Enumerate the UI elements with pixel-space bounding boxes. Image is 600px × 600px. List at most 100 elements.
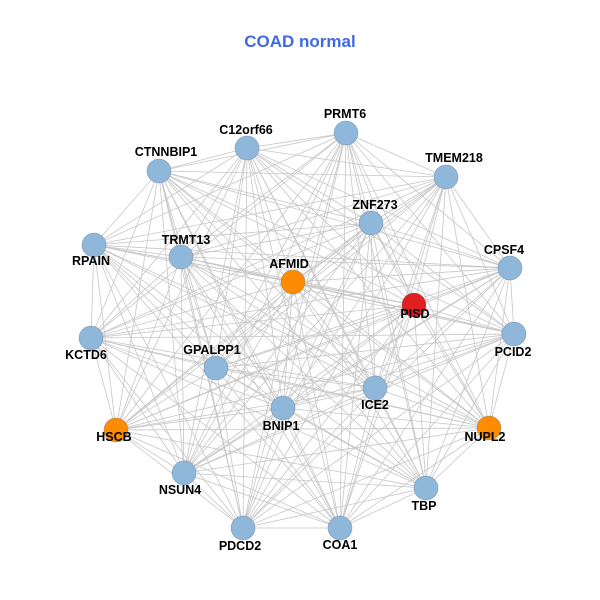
edge-line (93, 244, 217, 369)
network-node-BNIP1 (270, 395, 296, 421)
network-node-RPAIN (81, 232, 107, 258)
edge-line (370, 222, 511, 269)
edge-line (292, 222, 372, 283)
edge-line (374, 387, 427, 489)
edge-line (90, 256, 182, 339)
edge-line (90, 337, 117, 431)
edge-line (282, 222, 372, 409)
edge-line (345, 132, 372, 224)
edge-line (158, 170, 447, 178)
network-node-NUPL2 (476, 415, 502, 441)
edge-line (180, 256, 185, 474)
edge-line (183, 147, 248, 474)
edge-line (339, 333, 515, 529)
edge-line (115, 367, 217, 431)
node-label-TRMT13: TRMT13 (162, 233, 211, 247)
edge-line (413, 304, 427, 489)
edge-line (215, 281, 294, 369)
edge-line (345, 132, 490, 429)
edge-line (90, 337, 284, 409)
edge-line (180, 256, 427, 489)
edge-line (183, 132, 347, 474)
node-label-HSCB: HSCB (96, 430, 131, 444)
edge-line (158, 170, 511, 269)
edge-line (115, 170, 160, 431)
edge-line (180, 256, 217, 369)
edge-line (246, 147, 372, 224)
edge-line (339, 427, 490, 529)
edge-line (93, 244, 376, 389)
edge-line (339, 487, 427, 529)
edge-line (282, 407, 490, 429)
edge-line (180, 256, 341, 529)
edge-line (370, 176, 447, 224)
edge-line (413, 176, 447, 306)
edge-line (115, 429, 427, 489)
edge-line (242, 427, 490, 529)
edge-line (215, 147, 248, 369)
node-label-COA1: COA1 (323, 538, 358, 552)
edge-line (90, 176, 447, 339)
edge-line (158, 170, 490, 429)
edge-line (93, 147, 248, 246)
edge-line (246, 147, 427, 489)
edge-line (90, 337, 490, 429)
network-node-TBP (413, 475, 439, 501)
edge-line (370, 222, 376, 389)
network-node-GPALPP1 (203, 355, 229, 381)
node-label-NSUN4: NSUN4 (159, 483, 201, 497)
edge-line (93, 244, 284, 409)
edge-line (180, 147, 248, 258)
edge-line (339, 222, 372, 529)
node-label-RPAIN: RPAIN (72, 254, 110, 268)
edge-line (242, 132, 347, 529)
edge-line (93, 244, 511, 269)
edge-line (183, 427, 490, 474)
node-label-TMEM218: TMEM218 (425, 151, 483, 165)
edge-line (93, 222, 372, 246)
edge-line (115, 132, 347, 431)
edge-line (90, 281, 294, 339)
node-label-TBP: TBP (412, 499, 437, 513)
edge-line (115, 281, 294, 431)
edge-line (183, 472, 244, 529)
edge-line (370, 222, 427, 489)
edge-line (90, 337, 427, 489)
edge-line (215, 304, 415, 369)
network-node-PDCD2 (230, 515, 256, 541)
edge-line (445, 176, 515, 335)
edge-line (90, 333, 515, 339)
edge-line (158, 170, 185, 474)
edge-line (115, 256, 182, 431)
edge-line (374, 304, 415, 389)
node-layer: PRMT6 C12orf66 CTNNBIP1 TMEM218 ZNF273 TRMT13… (65, 107, 531, 553)
edge-line (215, 367, 376, 389)
edge-line (488, 333, 515, 429)
edge-line (246, 132, 347, 149)
edge-line (339, 304, 415, 529)
edge-line (183, 407, 284, 474)
edge-line (90, 304, 415, 339)
node-label-ZNF273: ZNF273 (352, 198, 397, 212)
network-node-PCID2 (501, 321, 527, 347)
edge-line (180, 256, 376, 389)
edge-line (292, 281, 415, 306)
edge-line (242, 407, 284, 529)
edge-line (445, 176, 490, 429)
edge-line (115, 222, 372, 431)
edge-line (215, 367, 341, 529)
edge-line (158, 147, 248, 172)
edge-line (292, 281, 490, 429)
edge-line (345, 132, 511, 269)
edge-line (425, 427, 490, 489)
edge-line (215, 222, 372, 369)
network-node-ICE2 (362, 375, 388, 401)
edge-line (90, 170, 160, 339)
edge-line (93, 244, 182, 258)
network-node-TRMT13 (168, 244, 194, 270)
network-node-CPSF4 (497, 255, 523, 281)
node-label-PCID2: PCID2 (495, 345, 532, 359)
network-node-HSCB (103, 417, 129, 443)
edge-line (90, 222, 372, 339)
edge-line (93, 132, 347, 246)
